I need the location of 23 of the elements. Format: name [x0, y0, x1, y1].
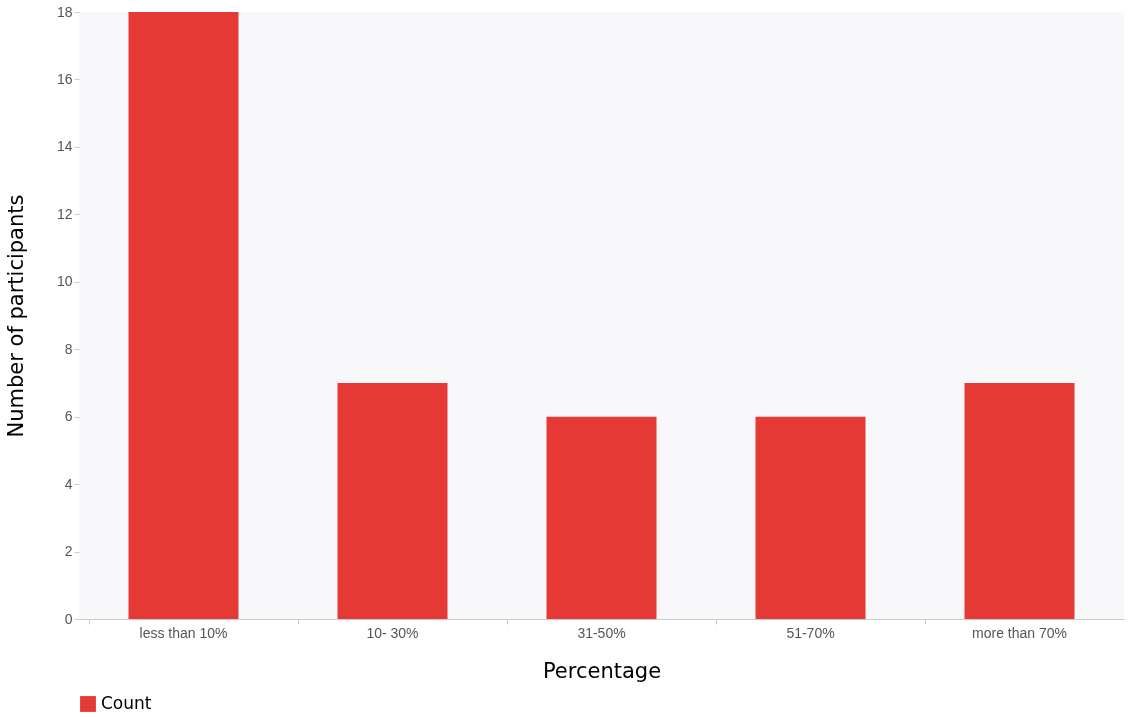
- x-tick-label: less than 10%: [139, 624, 228, 641]
- bar: [964, 382, 1075, 619]
- y-tick-label: 10: [56, 273, 73, 290]
- y-tick-label: 8: [64, 340, 73, 357]
- y-axis-title: Number of participants: [3, 194, 28, 438]
- y-tick-label: 16: [56, 70, 73, 87]
- y-tick-label: 12: [56, 205, 73, 222]
- bar: [546, 416, 657, 619]
- y-tick-label: 6: [64, 408, 73, 425]
- bar: [128, 12, 239, 619]
- x-axis-title: Percentage: [542, 658, 662, 683]
- x-tick-label: more than 70%: [972, 624, 1067, 641]
- legend-label: Count: [101, 693, 152, 713]
- x-tick-label: 51-70%: [786, 624, 835, 641]
- y-tick-label: 4: [64, 475, 73, 492]
- y-tick-label: 2: [64, 543, 73, 560]
- y-tick-label: 18: [56, 3, 73, 20]
- bar: [755, 416, 866, 619]
- bar: [337, 382, 448, 619]
- y-tick-label: 0: [64, 610, 73, 627]
- x-tick-label: 10- 30%: [366, 624, 419, 641]
- x-tick-label: 31-50%: [577, 624, 626, 641]
- y-tick-label: 14: [56, 138, 73, 155]
